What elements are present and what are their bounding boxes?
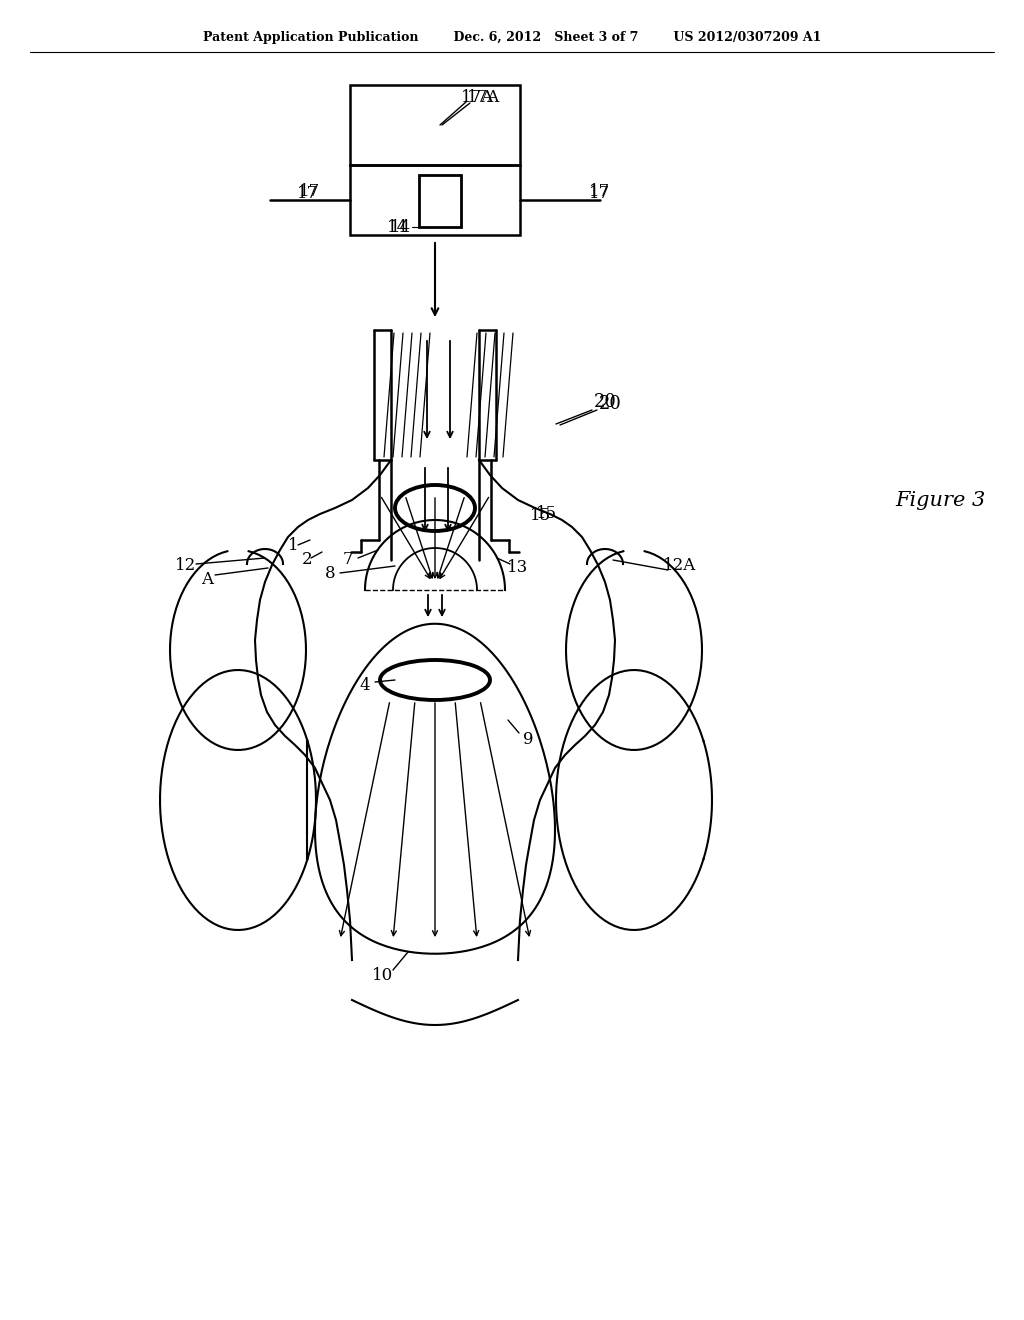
Text: 8: 8 (325, 565, 335, 582)
Text: 14: 14 (390, 219, 412, 235)
Text: 12: 12 (175, 557, 197, 573)
Bar (419, 176, 461, 227)
Text: 15: 15 (536, 506, 557, 523)
Bar (350, 84, 520, 165)
Text: 12A: 12A (664, 557, 696, 573)
Text: 7: 7 (343, 552, 353, 569)
Text: 2: 2 (302, 552, 312, 569)
Text: Patent Application Publication        Dec. 6, 2012   Sheet 3 of 7        US 2012: Patent Application Publication Dec. 6, 2… (203, 32, 821, 45)
Text: A: A (201, 572, 213, 589)
Text: 17: 17 (299, 183, 321, 201)
Text: 13: 13 (507, 558, 528, 576)
Text: 10: 10 (373, 966, 393, 983)
Text: 17: 17 (590, 186, 610, 202)
Text: 17: 17 (297, 186, 318, 202)
Text: 9: 9 (522, 731, 534, 748)
Text: 17A: 17A (462, 90, 495, 107)
Text: 17: 17 (590, 183, 610, 201)
Text: 20: 20 (594, 393, 616, 411)
Text: Figure 3: Figure 3 (895, 491, 985, 510)
Text: 14: 14 (387, 219, 409, 235)
Bar (350, 165, 520, 235)
Text: 17A: 17A (467, 90, 501, 107)
Text: 1: 1 (288, 537, 298, 554)
Text: 20: 20 (599, 395, 622, 413)
Text: 15: 15 (530, 507, 551, 524)
Text: 4: 4 (359, 677, 371, 694)
